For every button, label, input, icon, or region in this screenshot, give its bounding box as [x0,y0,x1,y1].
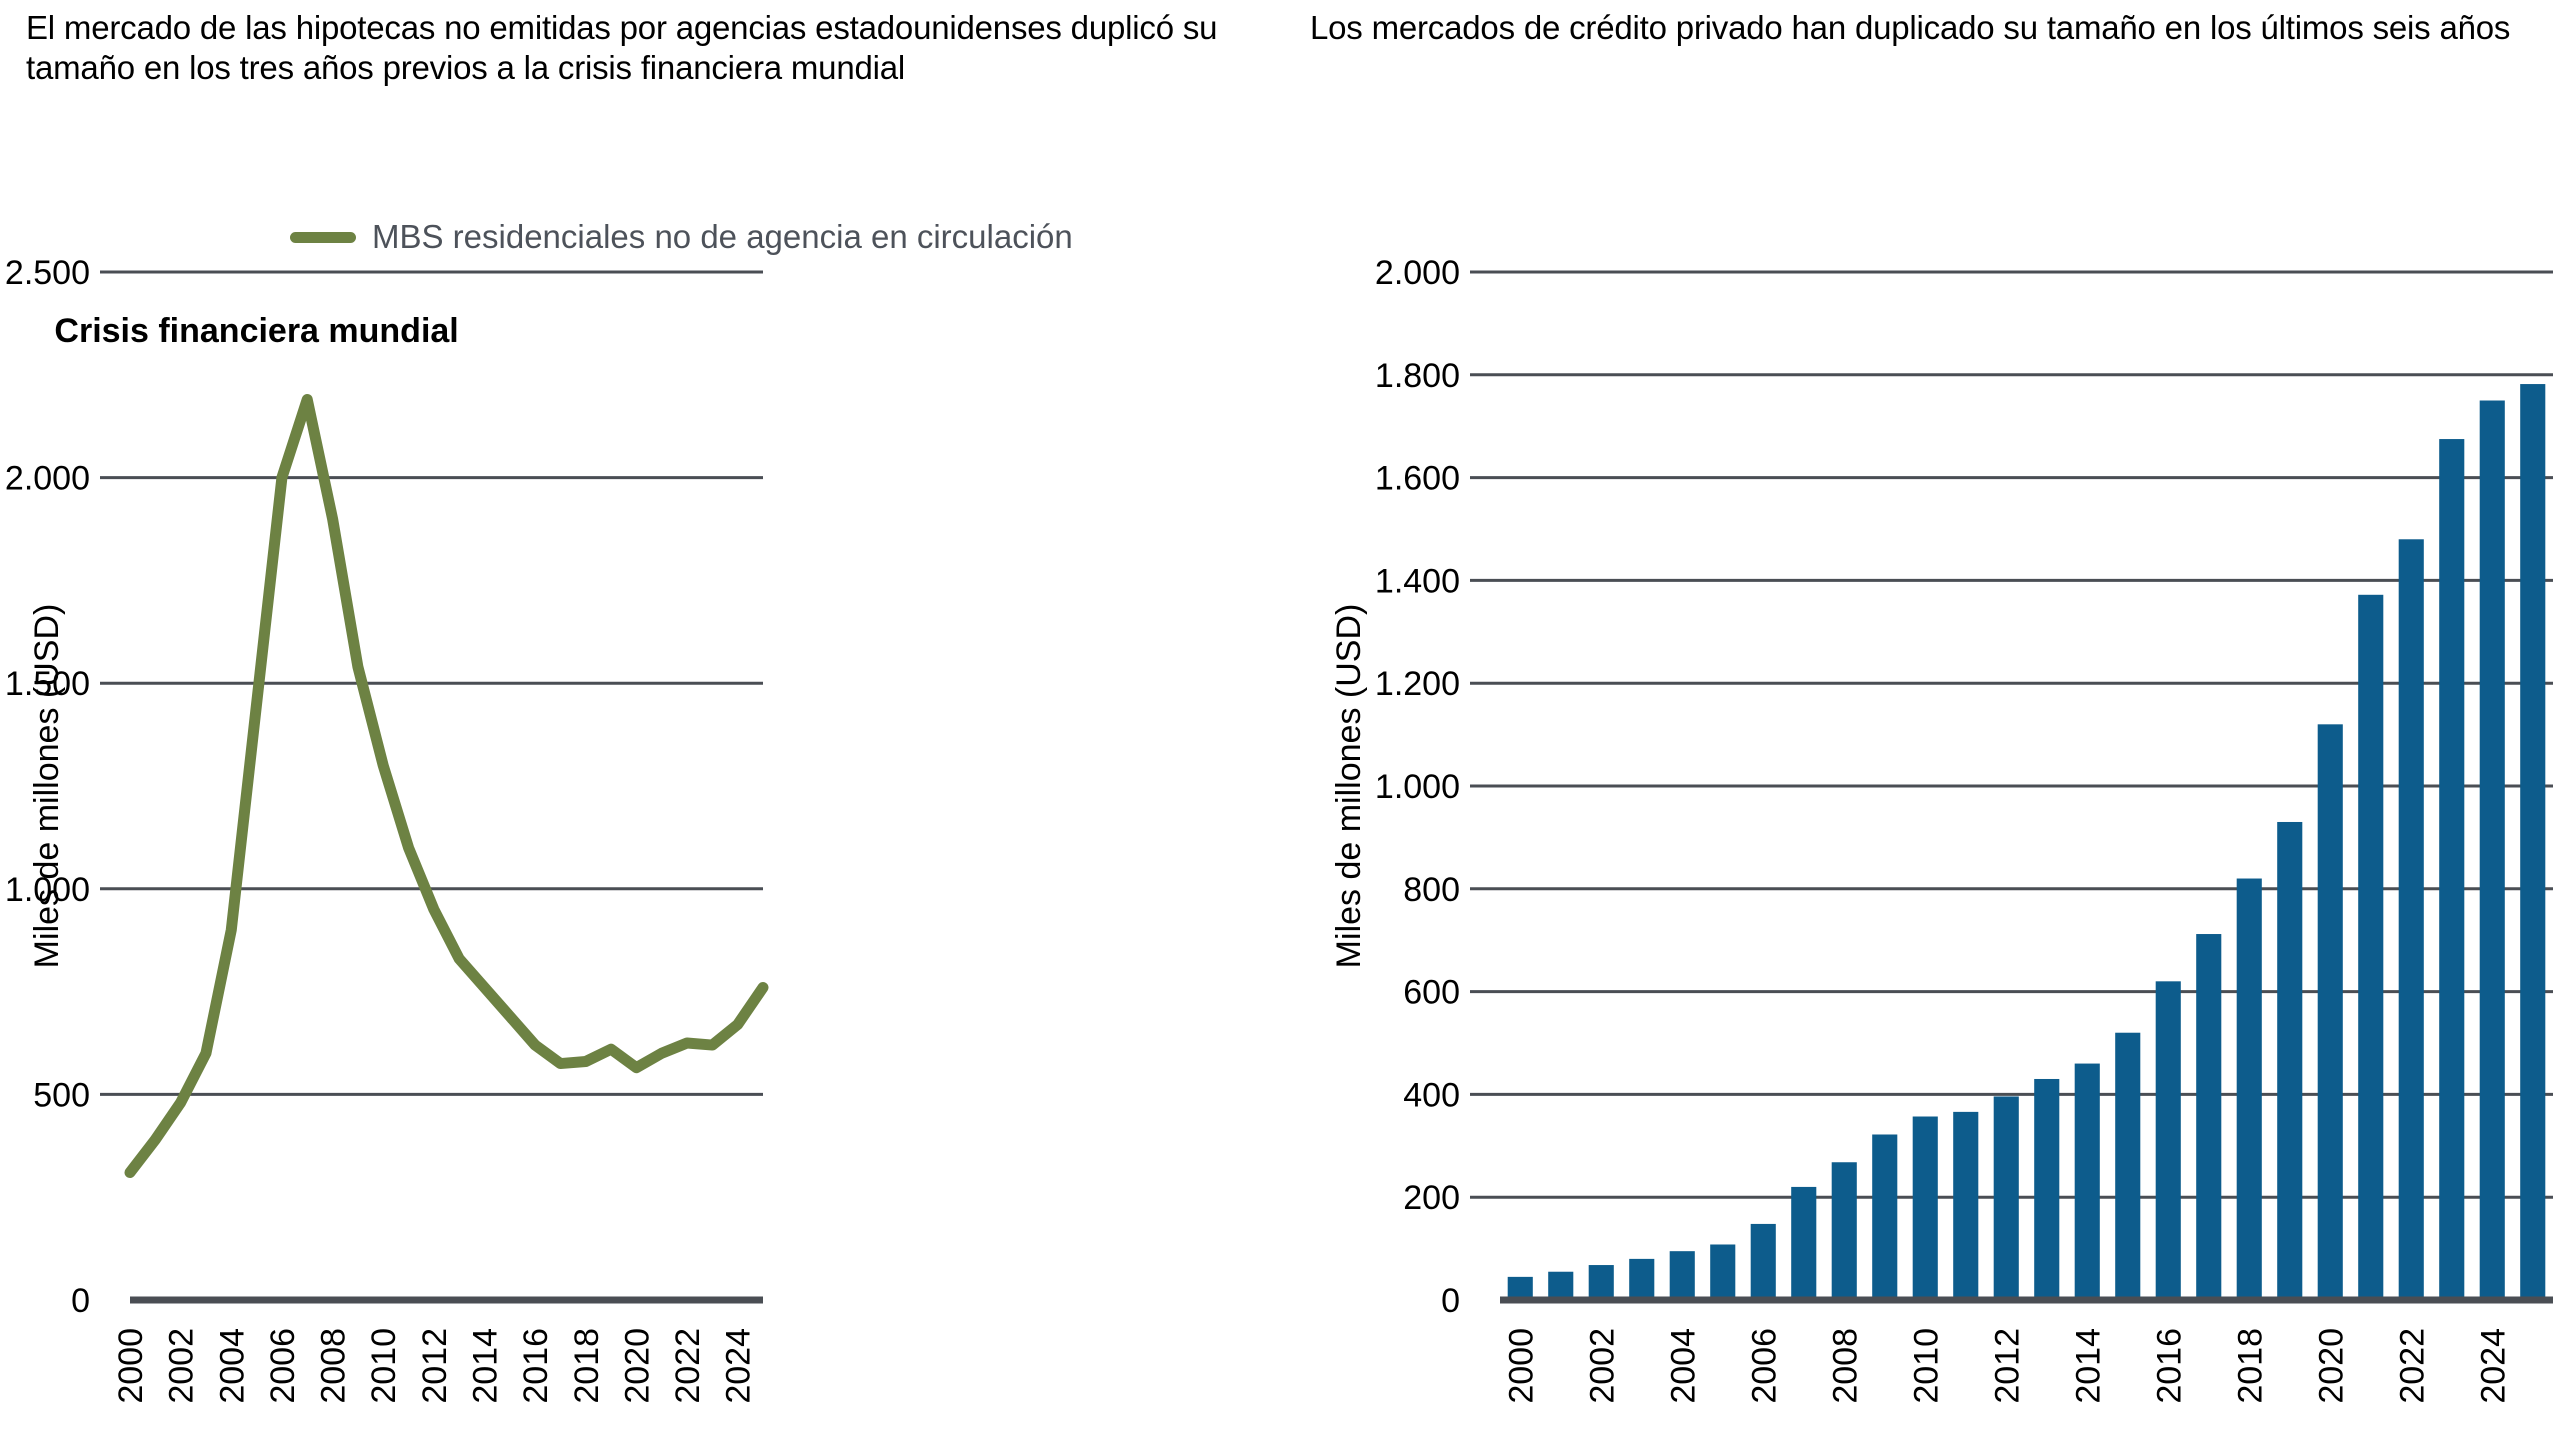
y-axis-title: Miles de millones (USD) [1330,604,1368,969]
y-tick-label: 2.000 [5,460,90,498]
x-tick-label: 2006 [264,1328,302,1404]
y-tick-label: 1.000 [5,871,90,909]
bar [1872,1134,1898,1300]
x-tick-label: 2016 [517,1328,555,1404]
left-line-chart: 0 500 1.000 1.500 2.000 2.500 Miles de millone… [5,254,769,1404]
bar [1507,1276,1533,1300]
x-tick-label: 2008 [315,1328,353,1404]
bar [2439,439,2465,1300]
x-tick-label: 2022 [669,1328,707,1404]
bar [1953,1111,1979,1300]
bar [2034,1078,2060,1300]
bar [1629,1258,1655,1300]
line-series-mbs [124,393,769,1179]
bar [1912,1116,1938,1300]
bar [2520,384,2546,1300]
x-tick-label: 2020 [618,1328,656,1404]
bar [2277,821,2303,1300]
right-chart-panel: Los mercados de crédito privado han dupl… [1310,0,2555,1440]
line-swatch-icon [290,231,356,243]
x-tick-label: 2002 [163,1328,201,1404]
x-tick-label: 2014 [2069,1328,2107,1404]
right-chart-title: Los mercados de crédito privado han dupl… [1310,9,2511,46]
bar [1831,1162,1857,1300]
x-tick-label: 2004 [213,1328,251,1404]
x-tick-label: 2006 [1745,1328,1783,1404]
x-tick-label: 2008 [1826,1328,1864,1404]
right-chart-canvas: 0 200 400 600 800 1.000 1.200 1.400 1.600 1.800 2.… [1310,0,2555,1440]
bar [2115,1032,2141,1300]
bar [2479,400,2505,1300]
x-tick-label: 2018 [2231,1328,2269,1404]
bar [2236,878,2262,1300]
bar [1791,1186,1817,1300]
x-tick-label: 2010 [1907,1328,1945,1404]
y-tick-label: 800 [1403,871,1460,909]
y-tick-label: 1.400 [1375,562,1460,600]
x-tick-label: 2024 [720,1328,758,1404]
x-tick-label: 2020 [2312,1328,2350,1404]
x-tick-label: 2002 [1583,1328,1621,1404]
y-tick-label: 2.500 [5,254,90,292]
y-tick-label: 1.500 [5,665,90,703]
x-tick-label: 2012 [1988,1328,2026,1404]
y-tick-label: 1.000 [1375,768,1460,806]
y-tick-label: 1.600 [1375,460,1460,498]
x-tick-label: 2022 [2393,1328,2431,1404]
x-tick-label: 2012 [416,1328,454,1404]
bar [2398,539,2424,1300]
y-tick-label: 400 [1403,1076,1460,1114]
y-tick-label: 2.000 [1375,254,1460,292]
y-tick-label: 600 [1403,974,1460,1012]
x-tick-label: 2024 [2474,1328,2512,1404]
x-tick-label: 2000 [112,1328,150,1404]
x-tick-label: 2004 [1664,1328,1702,1404]
right-bar-chart: 0 200 400 600 800 1.000 1.200 1.400 1.600 1.800 2.… [1330,254,2553,1404]
bar [2074,1063,2100,1300]
bar [2317,724,2343,1300]
bar [1548,1271,1574,1300]
crisis-annotation-label: Crisis financiera mundial [54,312,458,350]
y-tick-label: 1.200 [1375,665,1460,703]
bar [2196,934,2222,1300]
bar [1588,1265,1614,1300]
x-tick-label: 2000 [1502,1328,1540,1404]
bar [1669,1251,1695,1300]
bar [1750,1223,1776,1300]
left-chart-title: El mercado de las hipotecas no emitidas … [26,9,1218,86]
left-legend-label: MBS residenciales no de agencia en circu… [372,218,1073,255]
left-chart-canvas: 0 500 1.000 1.500 2.000 2.500 Miles de millone… [0,0,1245,1440]
x-tick-label: 2018 [568,1328,606,1404]
y-tick-label: 1.800 [1375,357,1460,395]
bar [2358,594,2384,1300]
x-tick-label: 2010 [365,1328,403,1404]
x-tick-label: 2016 [2150,1328,2188,1404]
bar [1710,1244,1736,1300]
bar [2155,981,2181,1300]
left-chart-panel: El mercado de las hipotecas no emitidas … [0,0,1245,1440]
y-tick-label: 0 [71,1282,90,1320]
bar [1993,1096,2019,1300]
y-tick-label: 200 [1403,1179,1460,1217]
left-chart-legend: MBS residenciales no de agencia en circu… [290,218,1073,256]
x-tick-label: 2014 [466,1328,504,1404]
y-tick-label: 0 [1441,1282,1460,1320]
y-axis-title: Miles de millones (USD) [28,604,66,969]
y-tick-label: 500 [33,1076,90,1114]
